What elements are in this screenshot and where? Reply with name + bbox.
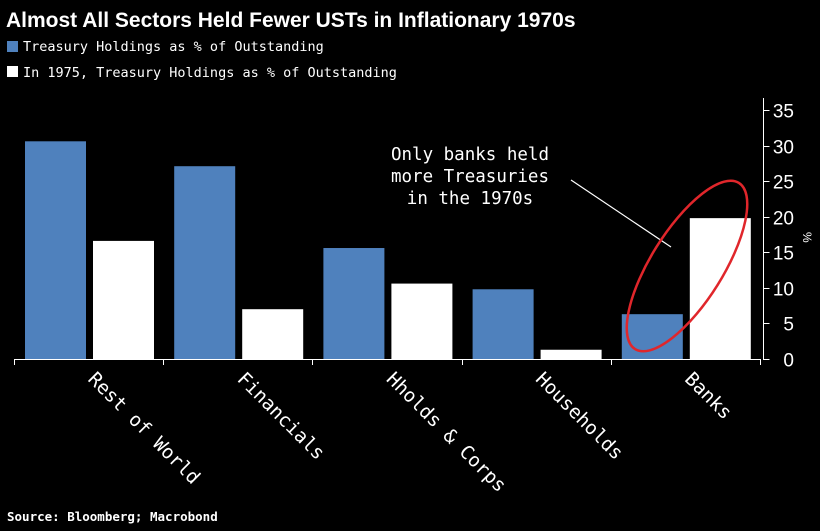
bar-rest-of-world-series-1 — [25, 141, 86, 359]
y-tick-label: 15 — [773, 244, 794, 265]
bar-hholds-corps-series-1 — [323, 248, 385, 359]
annotation: Only banks held more Treasuries in the 1… — [391, 145, 749, 353]
bar-rest-of-world-series-2 — [93, 240, 154, 359]
bar-hholds-corps-series-2 — [391, 283, 453, 359]
bars-layer — [25, 141, 751, 359]
annotation-line-2: more Treasuries — [391, 167, 549, 187]
y-tick-label: 25 — [773, 173, 794, 194]
y-tick-label: 30 — [773, 138, 794, 159]
legend-label-1975-holdings: In 1975, Treasury Holdings as % of Outst… — [23, 65, 397, 81]
annotation-pointer-line — [570, 179, 672, 248]
y-tick-label: 20 — [773, 209, 794, 230]
bar-financials-series-2 — [242, 309, 304, 359]
bar-households-series-1 — [472, 289, 534, 359]
source-note: Source: Bloomberg; Macrobond — [7, 509, 218, 524]
annotation-line-3: in the 1970s — [407, 189, 533, 209]
highlight-ellipse — [625, 179, 749, 353]
legend-label-treasury-holdings: Treasury Holdings as % of Outstanding — [23, 39, 324, 55]
y-axis-unit-label: % — [800, 232, 814, 243]
annotation-line-1: Only banks held — [391, 145, 549, 165]
legend-swatch-1975-holdings — [7, 66, 18, 77]
bar-households-series-2 — [540, 349, 602, 359]
chart-title: Almost All Sectors Held Fewer USTs in In… — [6, 9, 576, 32]
bar-banks-series-2 — [689, 218, 751, 359]
legend-swatch-treasury-holdings — [7, 41, 18, 52]
y-tick-label: 0 — [783, 351, 794, 372]
bar-financials-series-1 — [174, 166, 236, 359]
y-tick-label: 35 — [773, 102, 794, 123]
y-tick-label: 5 — [783, 315, 794, 336]
y-tick-label: 10 — [773, 280, 794, 301]
